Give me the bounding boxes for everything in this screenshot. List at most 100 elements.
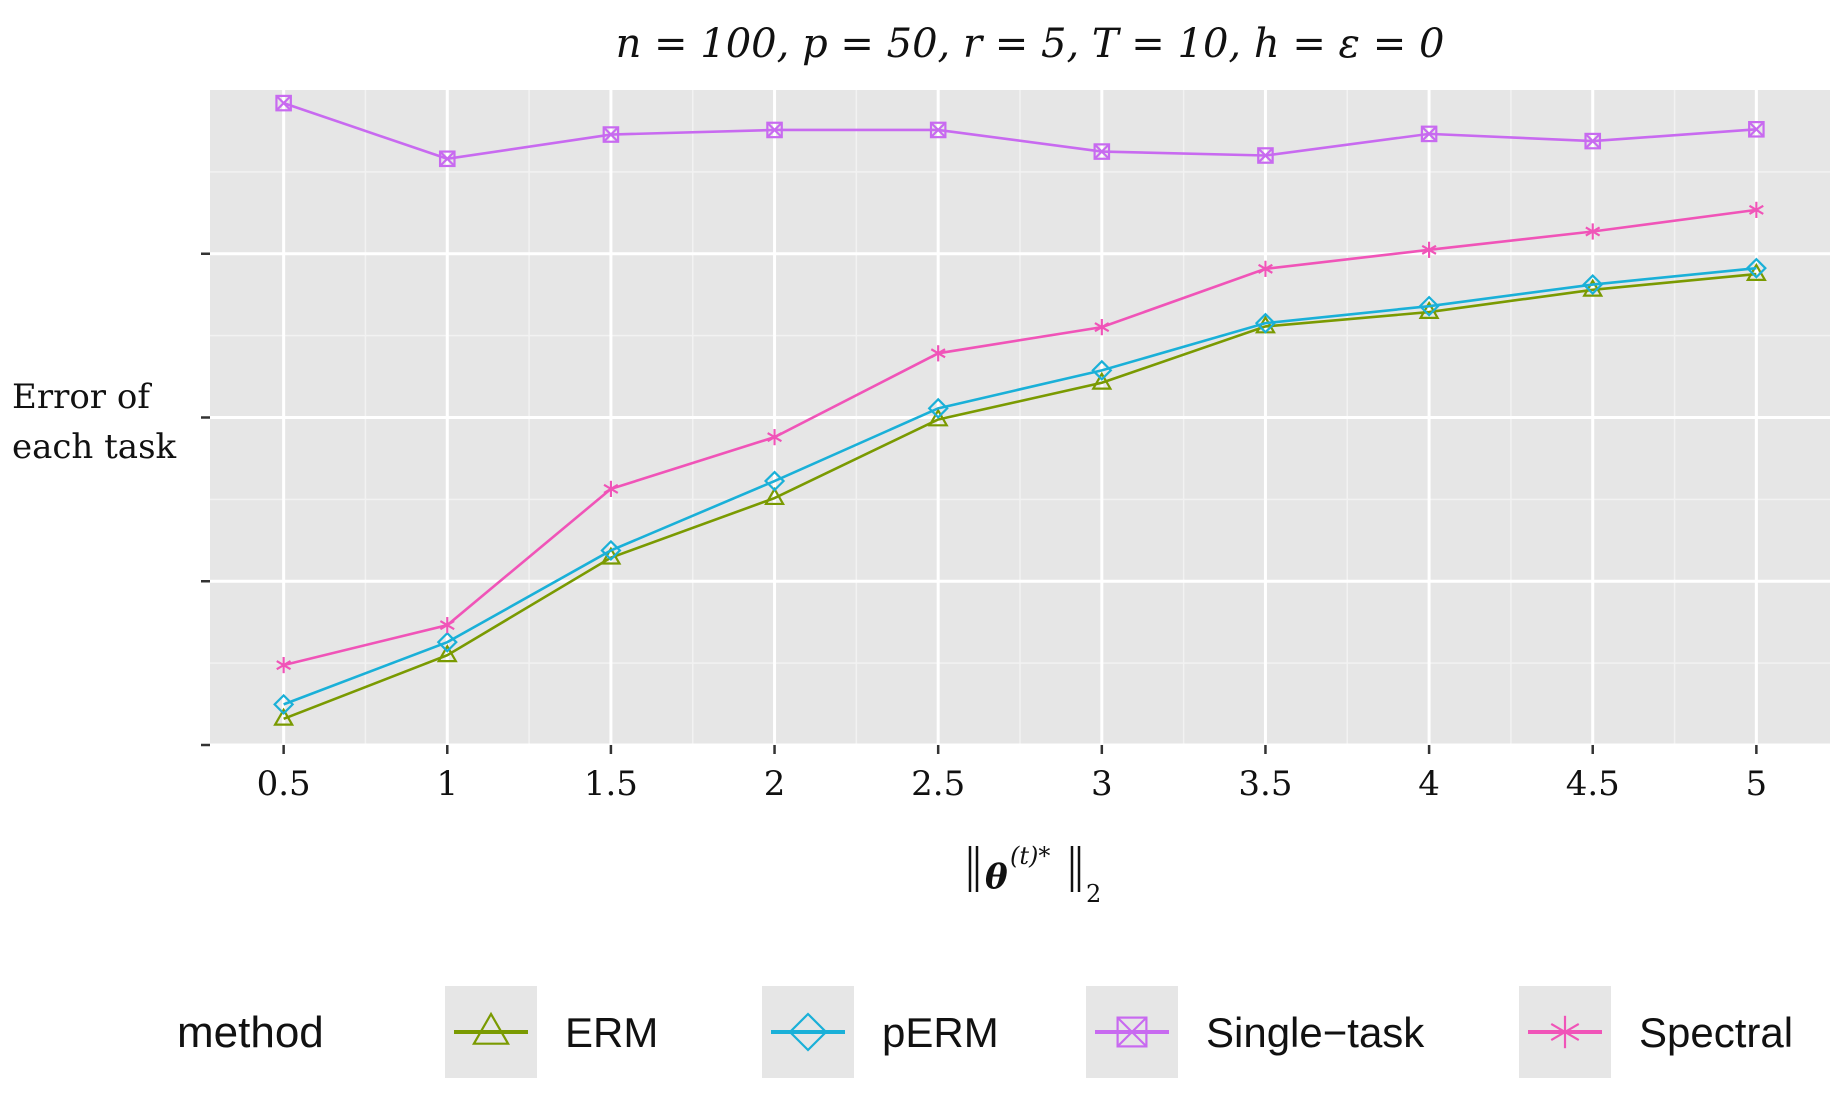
marker-shape xyxy=(1421,125,1438,142)
marker-shape xyxy=(471,1011,511,1045)
marker-shape xyxy=(1585,226,1601,237)
legend: method ERM pERM Single−task Spectral xyxy=(177,986,1793,1078)
marker-shape xyxy=(600,539,622,562)
y-axis-label-line1: Error of xyxy=(12,377,152,417)
chart-title: n = 100, p = 50, r = 5, T = 10, h = ε = … xyxy=(616,21,1445,67)
x-tick-label: 1 xyxy=(436,764,458,804)
data-point xyxy=(1258,260,1273,277)
marker-shape xyxy=(276,660,292,671)
x-tick-label: 1.5 xyxy=(584,764,638,804)
marker-shape xyxy=(1550,1022,1580,1042)
data-point xyxy=(603,480,619,497)
data-point xyxy=(929,121,947,139)
data-point xyxy=(927,408,949,427)
marker-shape xyxy=(1091,359,1113,381)
marker-shape xyxy=(436,644,458,663)
marker-shape xyxy=(1418,295,1440,317)
marker-shape xyxy=(764,486,785,506)
marker-shape xyxy=(275,94,292,112)
data-point xyxy=(1585,223,1601,240)
data-point xyxy=(276,656,292,674)
data-point xyxy=(763,470,786,492)
marker-shape xyxy=(1093,143,1110,160)
marker-shape xyxy=(1254,312,1277,334)
x-axis-label-sup: (t)* xyxy=(1010,842,1050,870)
legend-label: ERM xyxy=(565,1009,658,1056)
legend-item: pERM xyxy=(762,986,999,1078)
legend-title: method xyxy=(177,1008,324,1057)
marker-shape xyxy=(438,150,456,168)
x-tick-label: 4.5 xyxy=(1566,764,1620,804)
data-point xyxy=(436,631,458,653)
marker-shape xyxy=(275,95,292,112)
data-point xyxy=(1254,312,1277,334)
series-single-task xyxy=(275,94,1765,168)
legend-key-marker xyxy=(1116,1016,1148,1048)
series-line xyxy=(283,266,1757,706)
marker-shape xyxy=(1091,371,1113,390)
legend-item: Single−task xyxy=(1086,986,1425,1078)
data-point xyxy=(1091,359,1113,381)
legend-key-marker xyxy=(788,1012,828,1052)
data-point xyxy=(1257,147,1274,164)
marker-shape xyxy=(603,483,619,494)
marker-shape xyxy=(602,126,620,143)
marker-shape xyxy=(767,432,782,443)
marker-shape xyxy=(788,1012,828,1052)
x-tick-label: 3 xyxy=(1091,764,1113,804)
x-tick-labels: 0.5 1 1.5 2 2.5 3 3.5 4 4.5 5 xyxy=(257,764,1768,804)
marker-shape xyxy=(1094,322,1110,333)
x-axis-label-main: θ xyxy=(985,857,1008,897)
marker-shape xyxy=(1116,1016,1148,1048)
data-point xyxy=(273,707,295,726)
data-point xyxy=(438,150,456,168)
marker-shape xyxy=(1116,1016,1148,1048)
marker-shape xyxy=(439,150,456,167)
marker-shape xyxy=(766,121,783,138)
marker-shape xyxy=(927,408,949,427)
marker-shape xyxy=(1258,263,1273,274)
data-point xyxy=(1093,143,1111,160)
marker-shape xyxy=(930,121,947,138)
legend-key-marker xyxy=(1550,1015,1580,1049)
data-point xyxy=(1091,371,1113,390)
data-point xyxy=(1094,319,1110,336)
marker-shape xyxy=(439,620,455,631)
series-line xyxy=(283,272,1757,721)
marker-shape xyxy=(1582,273,1604,296)
series-spectral xyxy=(276,201,1764,674)
data-point xyxy=(1420,125,1438,143)
series-line xyxy=(283,101,1757,161)
data-point xyxy=(1421,241,1437,258)
marker-shape xyxy=(1748,204,1764,215)
x-axis-label: θ (t)* 2 xyxy=(968,842,1101,908)
data-point xyxy=(602,126,620,143)
data-point xyxy=(764,486,785,506)
x-tick-label: 2 xyxy=(764,764,786,804)
marker-shape xyxy=(273,707,295,726)
marker-shape xyxy=(763,470,786,492)
data-point xyxy=(1745,257,1767,279)
data-point xyxy=(1748,120,1765,138)
marker-shape xyxy=(1257,147,1274,164)
series-layer xyxy=(273,94,1767,726)
x-tick-label: 0.5 xyxy=(257,764,311,804)
legend-key-marker xyxy=(471,1011,511,1045)
x-tick-label: 5 xyxy=(1746,764,1768,804)
data-point xyxy=(1584,132,1602,150)
data-point xyxy=(766,121,783,139)
data-point xyxy=(436,644,458,663)
marker-shape xyxy=(1584,133,1601,150)
x-tick-label: 3.5 xyxy=(1238,764,1292,804)
marker-shape xyxy=(436,631,458,653)
axis-ticks xyxy=(201,252,1758,754)
legend-label: Spectral xyxy=(1639,1009,1793,1056)
marker-shape xyxy=(602,126,619,143)
data-point xyxy=(273,693,295,715)
marker-shape xyxy=(930,348,946,359)
marker-shape xyxy=(927,397,949,419)
marker-shape xyxy=(1420,125,1438,143)
y-axis-label-line2: each task xyxy=(12,427,177,467)
series-line xyxy=(283,208,1757,667)
